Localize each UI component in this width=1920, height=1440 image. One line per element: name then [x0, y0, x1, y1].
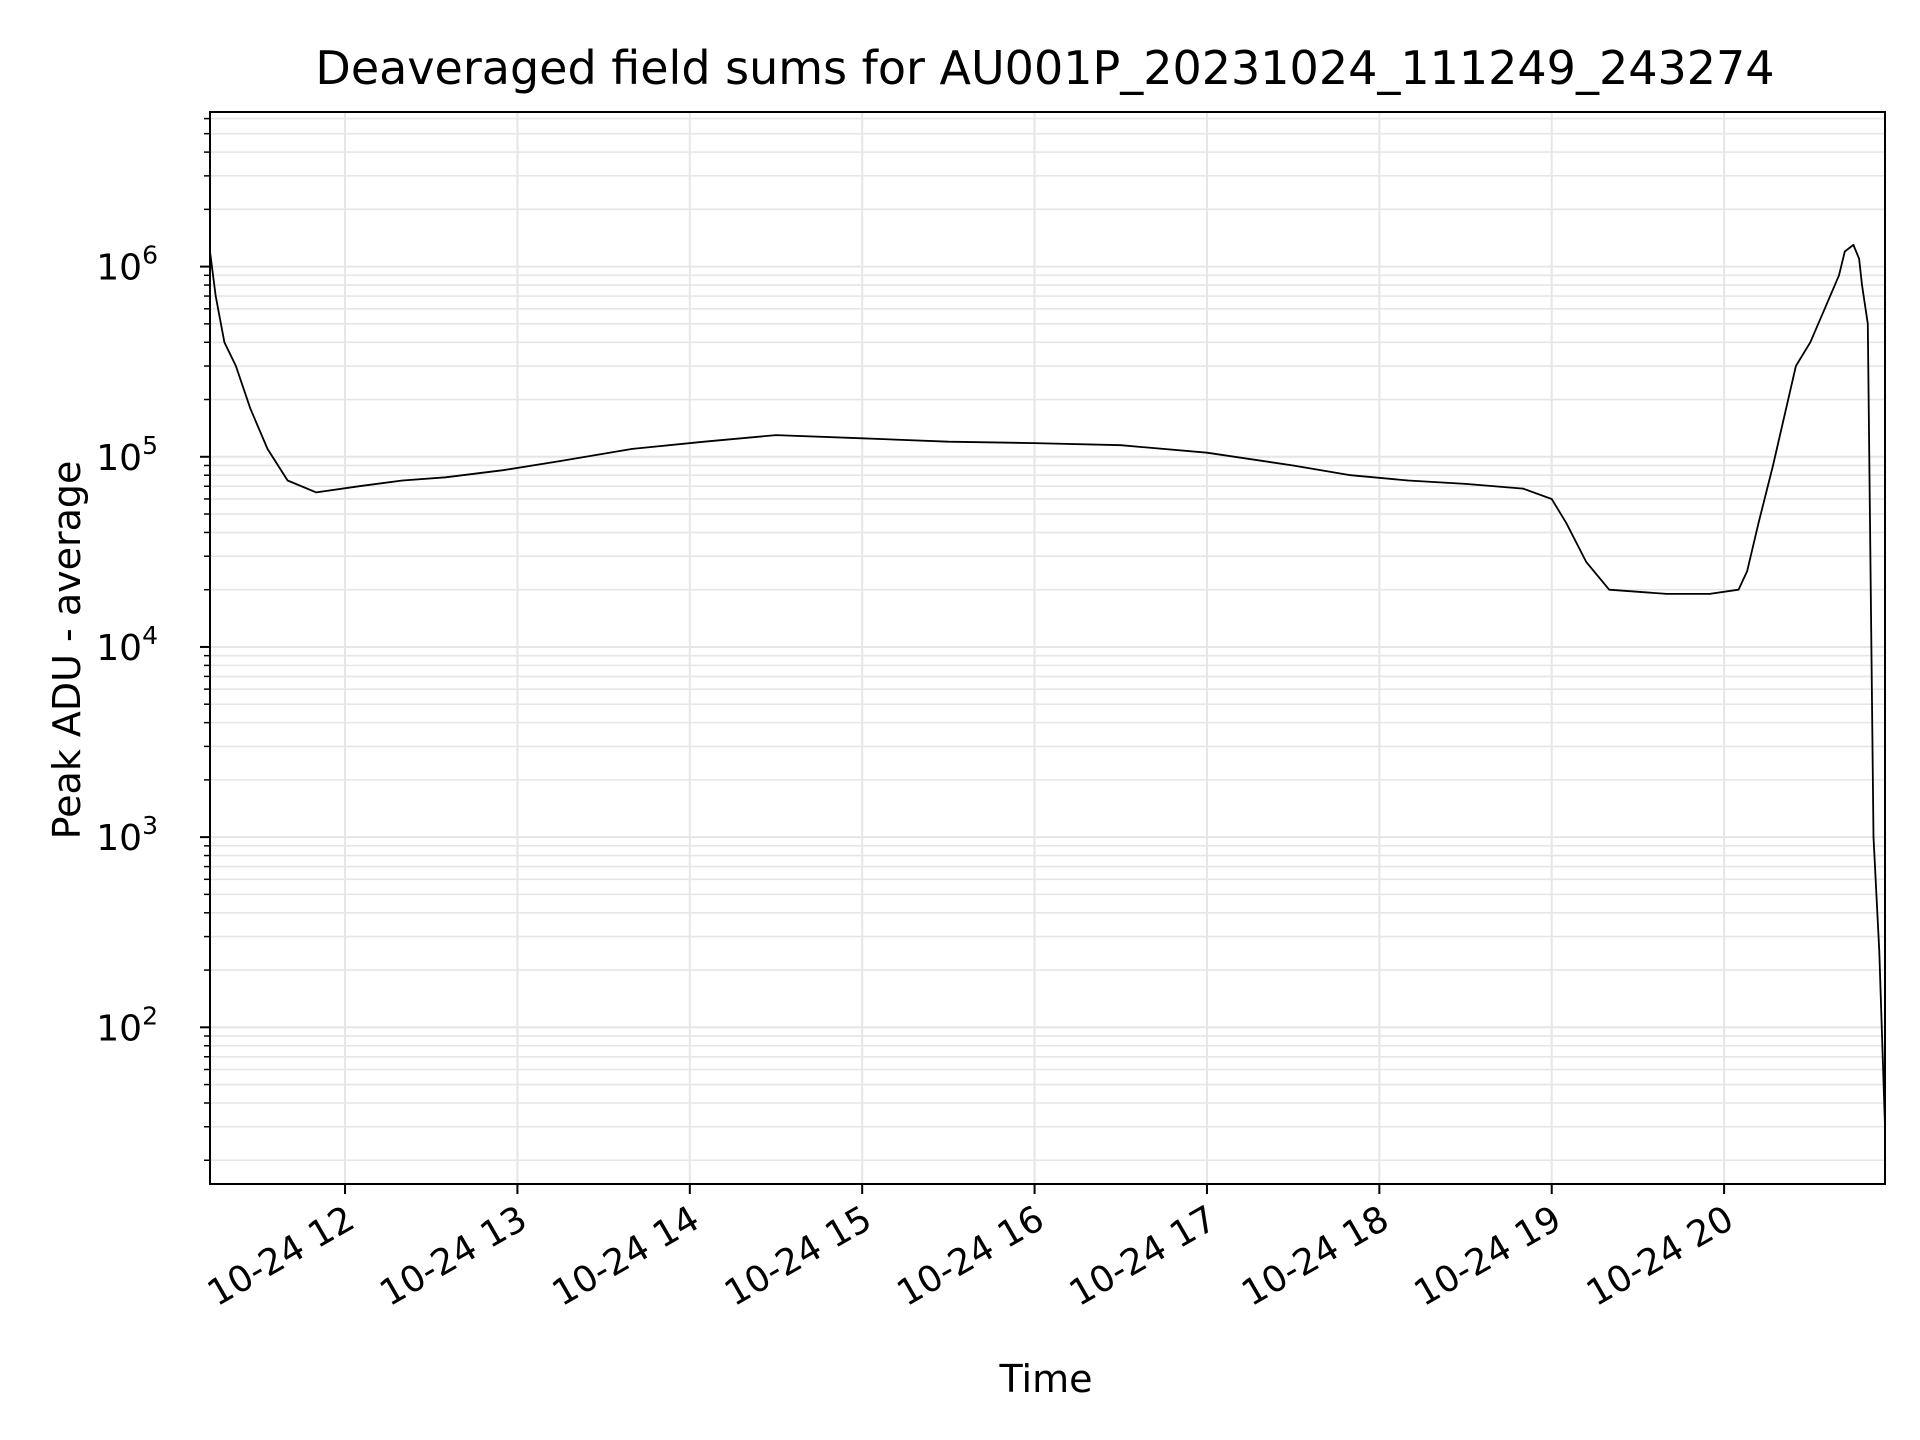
- series-layer: [210, 243, 1885, 1128]
- data-point: [1708, 593, 1711, 595]
- data-point: [1861, 284, 1863, 286]
- data-point: [1292, 464, 1294, 467]
- data-point: [1795, 365, 1797, 367]
- data-point: [1608, 588, 1610, 591]
- data-point: [444, 476, 447, 479]
- data-point: [1407, 479, 1409, 482]
- data-point: [1772, 464, 1774, 467]
- data-point: [1757, 521, 1760, 524]
- y-tick-label: 104: [96, 621, 158, 669]
- data-point: [1464, 483, 1467, 485]
- data-point: [1585, 561, 1587, 563]
- data-point: [1878, 950, 1881, 953]
- plot-frame: [209, 111, 1886, 1185]
- data-point: [1120, 444, 1122, 447]
- y-tick-label: 106: [96, 241, 158, 289]
- data-point: [861, 437, 863, 440]
- data-point: [502, 469, 504, 472]
- data-point: [286, 479, 289, 482]
- data-point: [1809, 341, 1812, 344]
- y-axis-label: Peak ADU - average: [45, 461, 89, 840]
- y-axis-ticks: 102 103 104 105 106: [96, 117, 210, 1161]
- data-point: [947, 440, 950, 443]
- data-point: [266, 448, 269, 450]
- data-point: [1665, 593, 1668, 595]
- data-point: [1844, 250, 1846, 253]
- data-point: [358, 485, 361, 488]
- data-point: [1838, 274, 1840, 277]
- data-point: [214, 295, 217, 297]
- data-point: [1867, 323, 1869, 325]
- data-point: [631, 448, 634, 450]
- data-point: [1872, 836, 1875, 838]
- data-point: [1823, 308, 1826, 310]
- data-point: [559, 460, 562, 462]
- y-tick-label: 103: [96, 811, 158, 859]
- x-gridlines: [344, 112, 1726, 1184]
- data-point: [1550, 498, 1553, 500]
- x-axis-label: Time: [999, 1357, 1093, 1401]
- data-point: [1206, 451, 1208, 454]
- y-tick-label: 105: [96, 431, 158, 479]
- data-point: [1522, 487, 1524, 490]
- data-point: [1852, 244, 1855, 246]
- chart-title: Deaveraged field sums for AU001P_2023102…: [315, 41, 1774, 95]
- y-tick-label: 102: [96, 1001, 158, 1049]
- data-point: [1858, 257, 1860, 260]
- data-point: [1746, 570, 1748, 573]
- data-point: [775, 434, 777, 436]
- data-point: [223, 341, 226, 344]
- data-point: [249, 407, 251, 410]
- data-point: [401, 479, 404, 482]
- data-point: [315, 491, 318, 494]
- data-point: [1349, 474, 1352, 477]
- data-point: [703, 440, 705, 443]
- data-point: [1565, 521, 1567, 524]
- data-point: [1033, 442, 1036, 444]
- data-point: [1737, 588, 1740, 591]
- series-0-line: [210, 243, 1885, 1127]
- y-gridlines: [210, 117, 1885, 1162]
- data-point: [235, 365, 237, 367]
